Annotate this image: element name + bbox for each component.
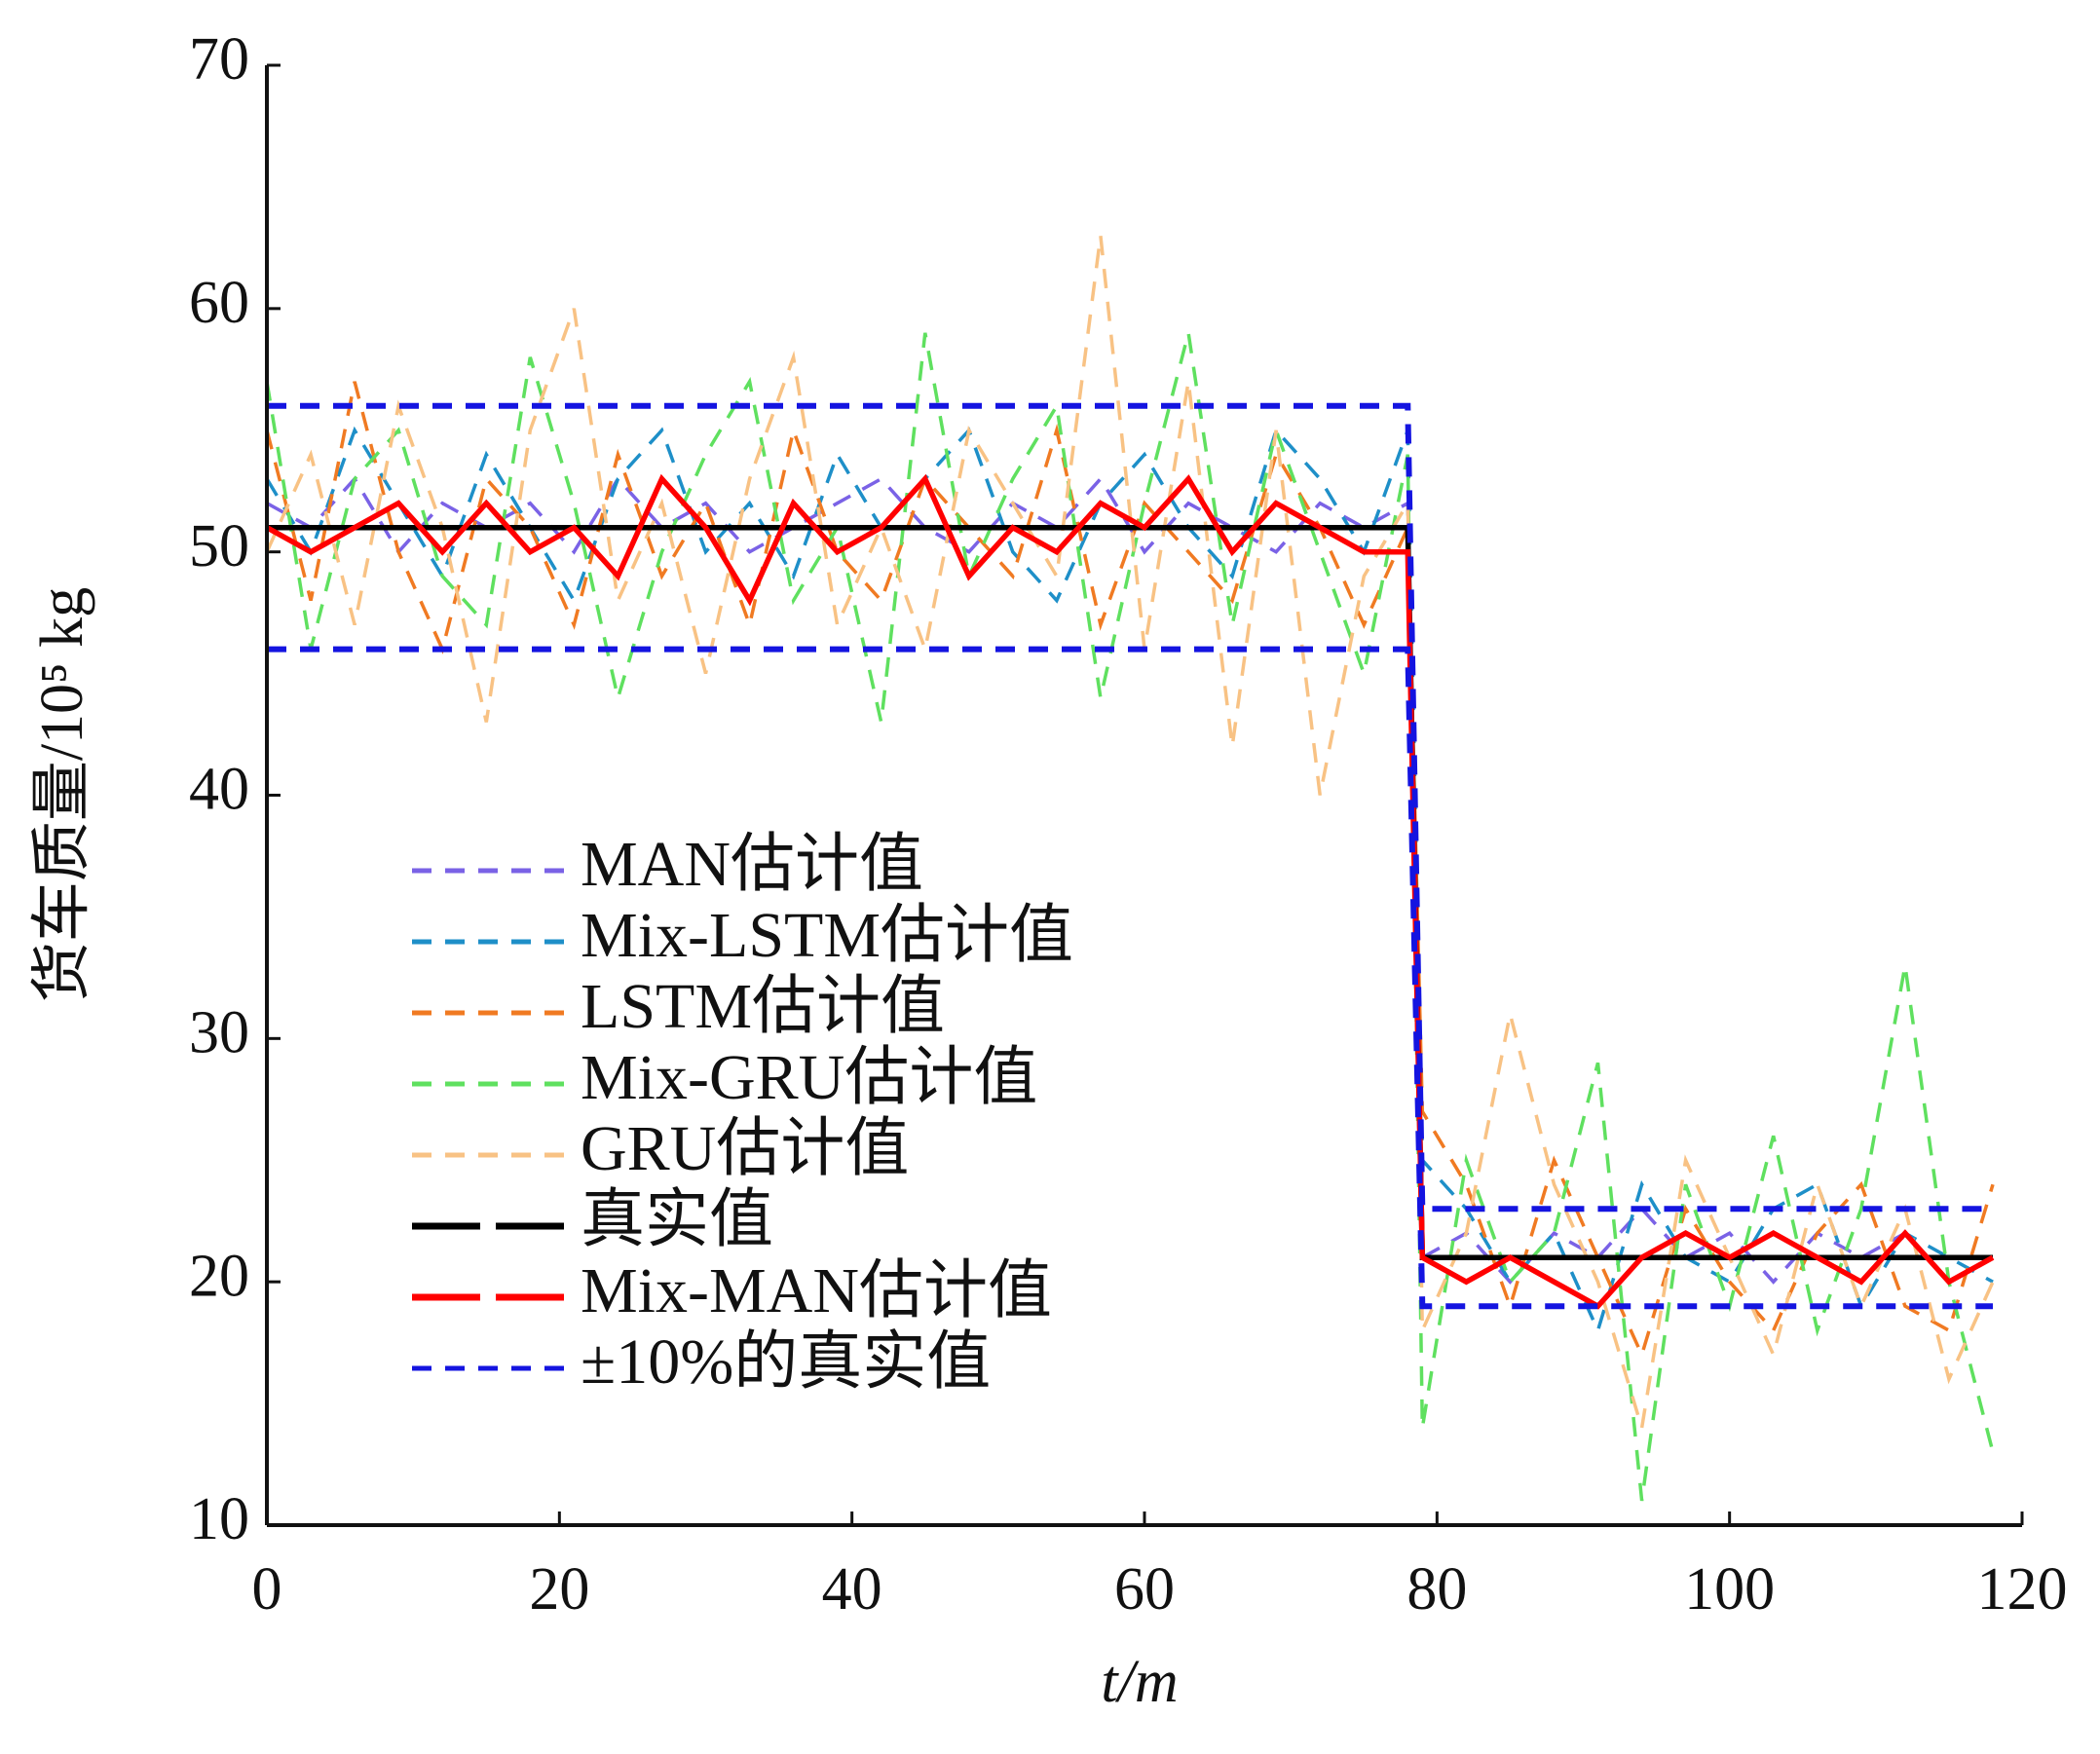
legend-label: Mix-GRU估计值	[581, 1042, 1037, 1113]
series-line	[267, 402, 1993, 1213]
series-line	[267, 524, 1993, 1260]
x-tick-label: 120	[1977, 1556, 2068, 1623]
legend-label: ±10%的真实值	[581, 1326, 991, 1398]
series-line	[265, 473, 1995, 1310]
legend-label: Mix-LSTM估计值	[581, 900, 1073, 971]
x-tick-label: 40	[822, 1556, 882, 1623]
series-line	[265, 426, 1994, 1336]
series-line-lower	[267, 646, 1993, 1310]
x-tick-label: 20	[529, 1556, 589, 1623]
legend-label: MAN估计值	[581, 829, 923, 900]
y-tick-label: 40	[189, 757, 249, 823]
x-tick-label: 80	[1406, 1556, 1467, 1623]
legend-label: Mix-MAN估计值	[581, 1255, 1052, 1326]
y-tick-label: 20	[189, 1243, 249, 1309]
x-axis-label: t/m	[1101, 1649, 1178, 1715]
series-line	[265, 235, 1995, 1429]
legend-label: 真实值	[581, 1184, 773, 1255]
series-line	[266, 475, 1994, 1285]
legend-label: GRU估计值	[581, 1113, 909, 1184]
series-line	[265, 381, 1995, 1361]
series-line	[265, 332, 1995, 1502]
y-tick-label: 70	[189, 26, 249, 93]
y-tick-label: 60	[189, 270, 249, 336]
y-tick-label: 30	[189, 1000, 249, 1066]
legend-label: LSTM估计值	[581, 971, 945, 1042]
y-axis-label: 货车质量/10⁵ kg	[29, 587, 95, 1002]
x-tick-label: 0	[252, 1556, 282, 1623]
x-tick-label: 60	[1114, 1556, 1175, 1623]
y-tick-label: 50	[189, 513, 249, 579]
y-tick-label: 10	[189, 1486, 249, 1552]
x-tick-label: 100	[1684, 1556, 1775, 1623]
